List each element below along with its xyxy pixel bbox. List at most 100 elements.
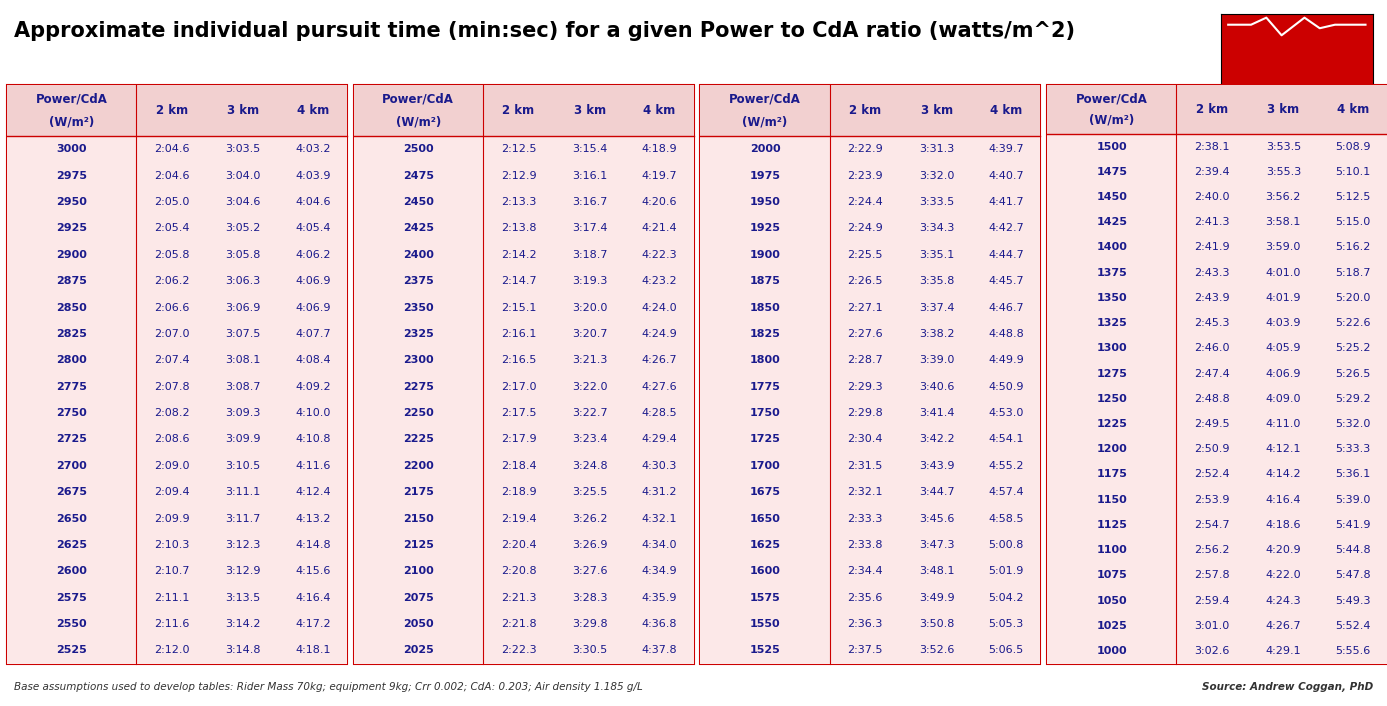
Text: 4:28.5: 4:28.5 (642, 408, 677, 418)
Text: 3:58.1: 3:58.1 (1266, 217, 1301, 227)
Text: 1650: 1650 (749, 513, 781, 524)
Text: 3:19.3: 3:19.3 (573, 276, 608, 286)
Text: 1325: 1325 (1096, 318, 1128, 328)
Text: 4:03.9: 4:03.9 (295, 171, 330, 181)
Text: 3:21.3: 3:21.3 (573, 355, 608, 365)
Text: 4:09.0: 4:09.0 (1265, 394, 1301, 404)
Text: 2:08.2: 2:08.2 (154, 408, 190, 418)
Text: 2525: 2525 (55, 645, 87, 655)
Text: 4:11.6: 4:11.6 (295, 461, 330, 471)
Text: 2:37.5: 2:37.5 (847, 645, 884, 655)
Text: 2825: 2825 (55, 329, 87, 339)
Text: 3:44.7: 3:44.7 (918, 487, 954, 497)
Text: 1350: 1350 (1097, 293, 1128, 303)
Text: 4:23.2: 4:23.2 (642, 276, 677, 286)
Text: 2725: 2725 (55, 434, 87, 445)
Text: 1000: 1000 (1097, 646, 1128, 656)
Text: 2:41.9: 2:41.9 (1194, 242, 1230, 253)
Text: 4:22.0: 4:22.0 (1265, 570, 1301, 580)
Text: 3:56.2: 3:56.2 (1266, 192, 1301, 202)
Text: 5:00.8: 5:00.8 (989, 540, 1024, 550)
Text: 3 km: 3 km (227, 104, 259, 117)
Text: 4:20.9: 4:20.9 (1265, 545, 1301, 555)
Text: 3:16.1: 3:16.1 (573, 171, 608, 181)
Text: 3:04.0: 3:04.0 (226, 171, 261, 181)
Text: 2000: 2000 (750, 144, 781, 155)
Text: 4:44.7: 4:44.7 (989, 250, 1024, 260)
Text: 1475: 1475 (1096, 167, 1128, 176)
Text: 2 km: 2 km (502, 104, 534, 117)
Text: 4:29.4: 4:29.4 (642, 434, 677, 445)
Text: 4:21.4: 4:21.4 (642, 224, 677, 234)
Text: 5:05.3: 5:05.3 (989, 619, 1024, 629)
Text: 2:09.4: 2:09.4 (154, 487, 190, 497)
Text: 4:54.1: 4:54.1 (989, 434, 1024, 445)
Text: 3:45.6: 3:45.6 (920, 513, 954, 524)
Text: 2:20.4: 2:20.4 (501, 540, 537, 550)
Text: 4:11.0: 4:11.0 (1266, 419, 1301, 429)
Text: 3:28.3: 3:28.3 (571, 593, 608, 603)
Text: 3:34.3: 3:34.3 (920, 224, 954, 234)
Text: 1700: 1700 (749, 461, 781, 471)
Text: 2:53.9: 2:53.9 (1194, 495, 1230, 505)
Text: Power/CdA: Power/CdA (36, 92, 107, 106)
Text: 3:05.2: 3:05.2 (226, 224, 261, 234)
Text: 1050: 1050 (1097, 596, 1128, 606)
Text: 2:47.4: 2:47.4 (1194, 369, 1230, 378)
Text: 2125: 2125 (402, 540, 434, 550)
Text: 4:55.2: 4:55.2 (989, 461, 1024, 471)
Text: 2:21.8: 2:21.8 (501, 619, 537, 629)
Text: 2175: 2175 (402, 487, 434, 497)
Text: Approximate individual pursuit time (min:sec) for a given Power to CdA ratio (wa: Approximate individual pursuit time (min… (14, 21, 1075, 41)
Text: 4 km: 4 km (644, 104, 675, 117)
Text: 5:04.2: 5:04.2 (989, 593, 1024, 603)
Text: Power/CdA: Power/CdA (383, 92, 454, 106)
Text: 4 km: 4 km (990, 104, 1022, 117)
Text: 3000: 3000 (57, 144, 87, 155)
Text: 4:01.9: 4:01.9 (1265, 293, 1301, 303)
Text: 2200: 2200 (402, 461, 434, 471)
Text: 2:05.0: 2:05.0 (154, 197, 190, 207)
Text: 4:20.6: 4:20.6 (642, 197, 677, 207)
Text: 1625: 1625 (749, 540, 781, 550)
Text: 1925: 1925 (749, 224, 781, 234)
Text: 1150: 1150 (1096, 495, 1128, 505)
Text: 4:05.9: 4:05.9 (1265, 343, 1301, 354)
Text: 4:06.2: 4:06.2 (295, 250, 330, 260)
Text: 1450: 1450 (1096, 192, 1128, 202)
Text: 3:53.5: 3:53.5 (1266, 142, 1301, 152)
Text: 2:38.1: 2:38.1 (1194, 142, 1230, 152)
Text: 2800: 2800 (55, 355, 87, 365)
Text: 1850: 1850 (749, 303, 781, 313)
Text: 4:06.9: 4:06.9 (295, 276, 330, 286)
Text: 2400: 2400 (402, 250, 434, 260)
Text: 1900: 1900 (749, 250, 781, 260)
Text: 3:38.2: 3:38.2 (918, 329, 954, 339)
Text: 3:26.9: 3:26.9 (571, 540, 608, 550)
Text: 2:21.3: 2:21.3 (501, 593, 537, 603)
Text: 3:03.5: 3:03.5 (226, 144, 261, 155)
Text: 2:57.8: 2:57.8 (1194, 570, 1230, 580)
Text: 2225: 2225 (402, 434, 434, 445)
Text: 4:14.8: 4:14.8 (295, 540, 330, 550)
Text: 3:04.6: 3:04.6 (226, 197, 261, 207)
Text: 2:29.8: 2:29.8 (847, 408, 884, 418)
Text: 1225: 1225 (1096, 419, 1128, 429)
Text: 3:05.8: 3:05.8 (226, 250, 261, 260)
Text: 2:28.7: 2:28.7 (847, 355, 884, 365)
Text: Base assumptions used to develop tables: Rider Mass 70kg; equipment 9kg; Crr 0.0: Base assumptions used to develop tables:… (14, 682, 642, 692)
Text: 3:31.3: 3:31.3 (920, 144, 954, 155)
Text: 3:02.6: 3:02.6 (1194, 646, 1230, 656)
Text: 5:15.0: 5:15.0 (1336, 217, 1370, 227)
Text: 4:06.9: 4:06.9 (295, 303, 330, 313)
Text: 2:17.0: 2:17.0 (501, 382, 537, 392)
Text: 2925: 2925 (55, 224, 87, 234)
Text: Power/CdA: Power/CdA (1076, 92, 1147, 105)
Text: 4:24.9: 4:24.9 (642, 329, 677, 339)
Text: 5:52.4: 5:52.4 (1336, 621, 1370, 630)
Text: 4:03.9: 4:03.9 (1265, 318, 1301, 328)
Text: 3:40.6: 3:40.6 (920, 382, 954, 392)
Text: 2:12.9: 2:12.9 (501, 171, 537, 181)
Text: 4:07.7: 4:07.7 (295, 329, 330, 339)
Text: 2900: 2900 (55, 250, 87, 260)
